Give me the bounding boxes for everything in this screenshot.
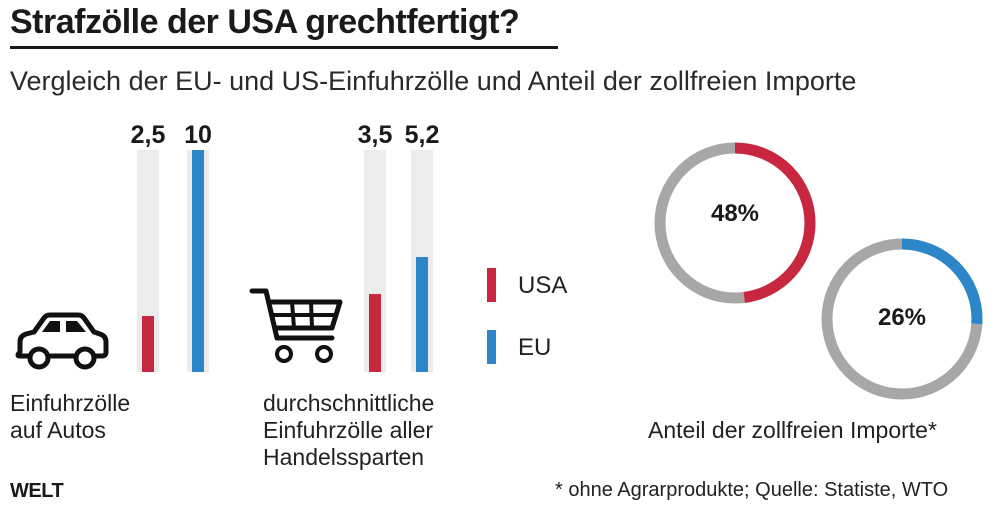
category-label-line: Einfuhrzölle aller <box>263 417 434 443</box>
bar-eu-autos <box>192 150 204 372</box>
category-label-line: durchschnittliche <box>263 390 435 416</box>
donut-usa-duty-free <box>654 142 816 304</box>
donut-share-arc-usa <box>654 142 816 304</box>
shopping-cart-icon <box>249 288 343 363</box>
donut-caption: Anteil der zollfreien Importe* <box>648 417 937 443</box>
car-icon <box>15 312 109 370</box>
bar-value-label: 10 <box>184 121 212 149</box>
category-label-line: auf Autos <box>10 417 106 443</box>
welt-logo: WELT <box>10 480 64 502</box>
title-underline <box>10 46 558 49</box>
bar-value-label: 2,5 <box>130 121 166 149</box>
category-label-line: Handelssparten <box>263 444 425 470</box>
donut-value-usa: 48% <box>710 200 760 227</box>
page-subtitle: Vergleich der EU- und US-Einfuhrzölle un… <box>10 66 857 96</box>
legend-swatch-usa <box>487 268 496 302</box>
category-label-autos: Einfuhrzölle auf Autos <box>10 390 130 444</box>
bar-usa-all-sectors <box>369 294 381 372</box>
category-label-line: Einfuhrzölle <box>10 390 131 416</box>
donut-value-eu: 26% <box>877 304 927 331</box>
donut-share-arc-eu <box>821 238 983 400</box>
category-label-all-sectors: durchschnittliche Einfuhrzölle aller Han… <box>263 390 434 471</box>
bar-value-label: 3,5 <box>357 121 393 149</box>
donut-eu-duty-free <box>821 238 983 400</box>
legend-label-usa: USA <box>518 272 568 299</box>
bar-eu-all-sectors <box>416 257 428 372</box>
bar-usa-autos <box>142 316 154 372</box>
footnote: * ohne Agrarprodukte; Quelle: Statiste, … <box>555 479 949 501</box>
bar-value-label: 5,2 <box>404 121 440 149</box>
legend-swatch-eu <box>487 330 496 364</box>
page-title: Strafzölle der USA grechtfertigt? <box>10 3 520 41</box>
legend-label-eu: EU <box>518 334 552 361</box>
